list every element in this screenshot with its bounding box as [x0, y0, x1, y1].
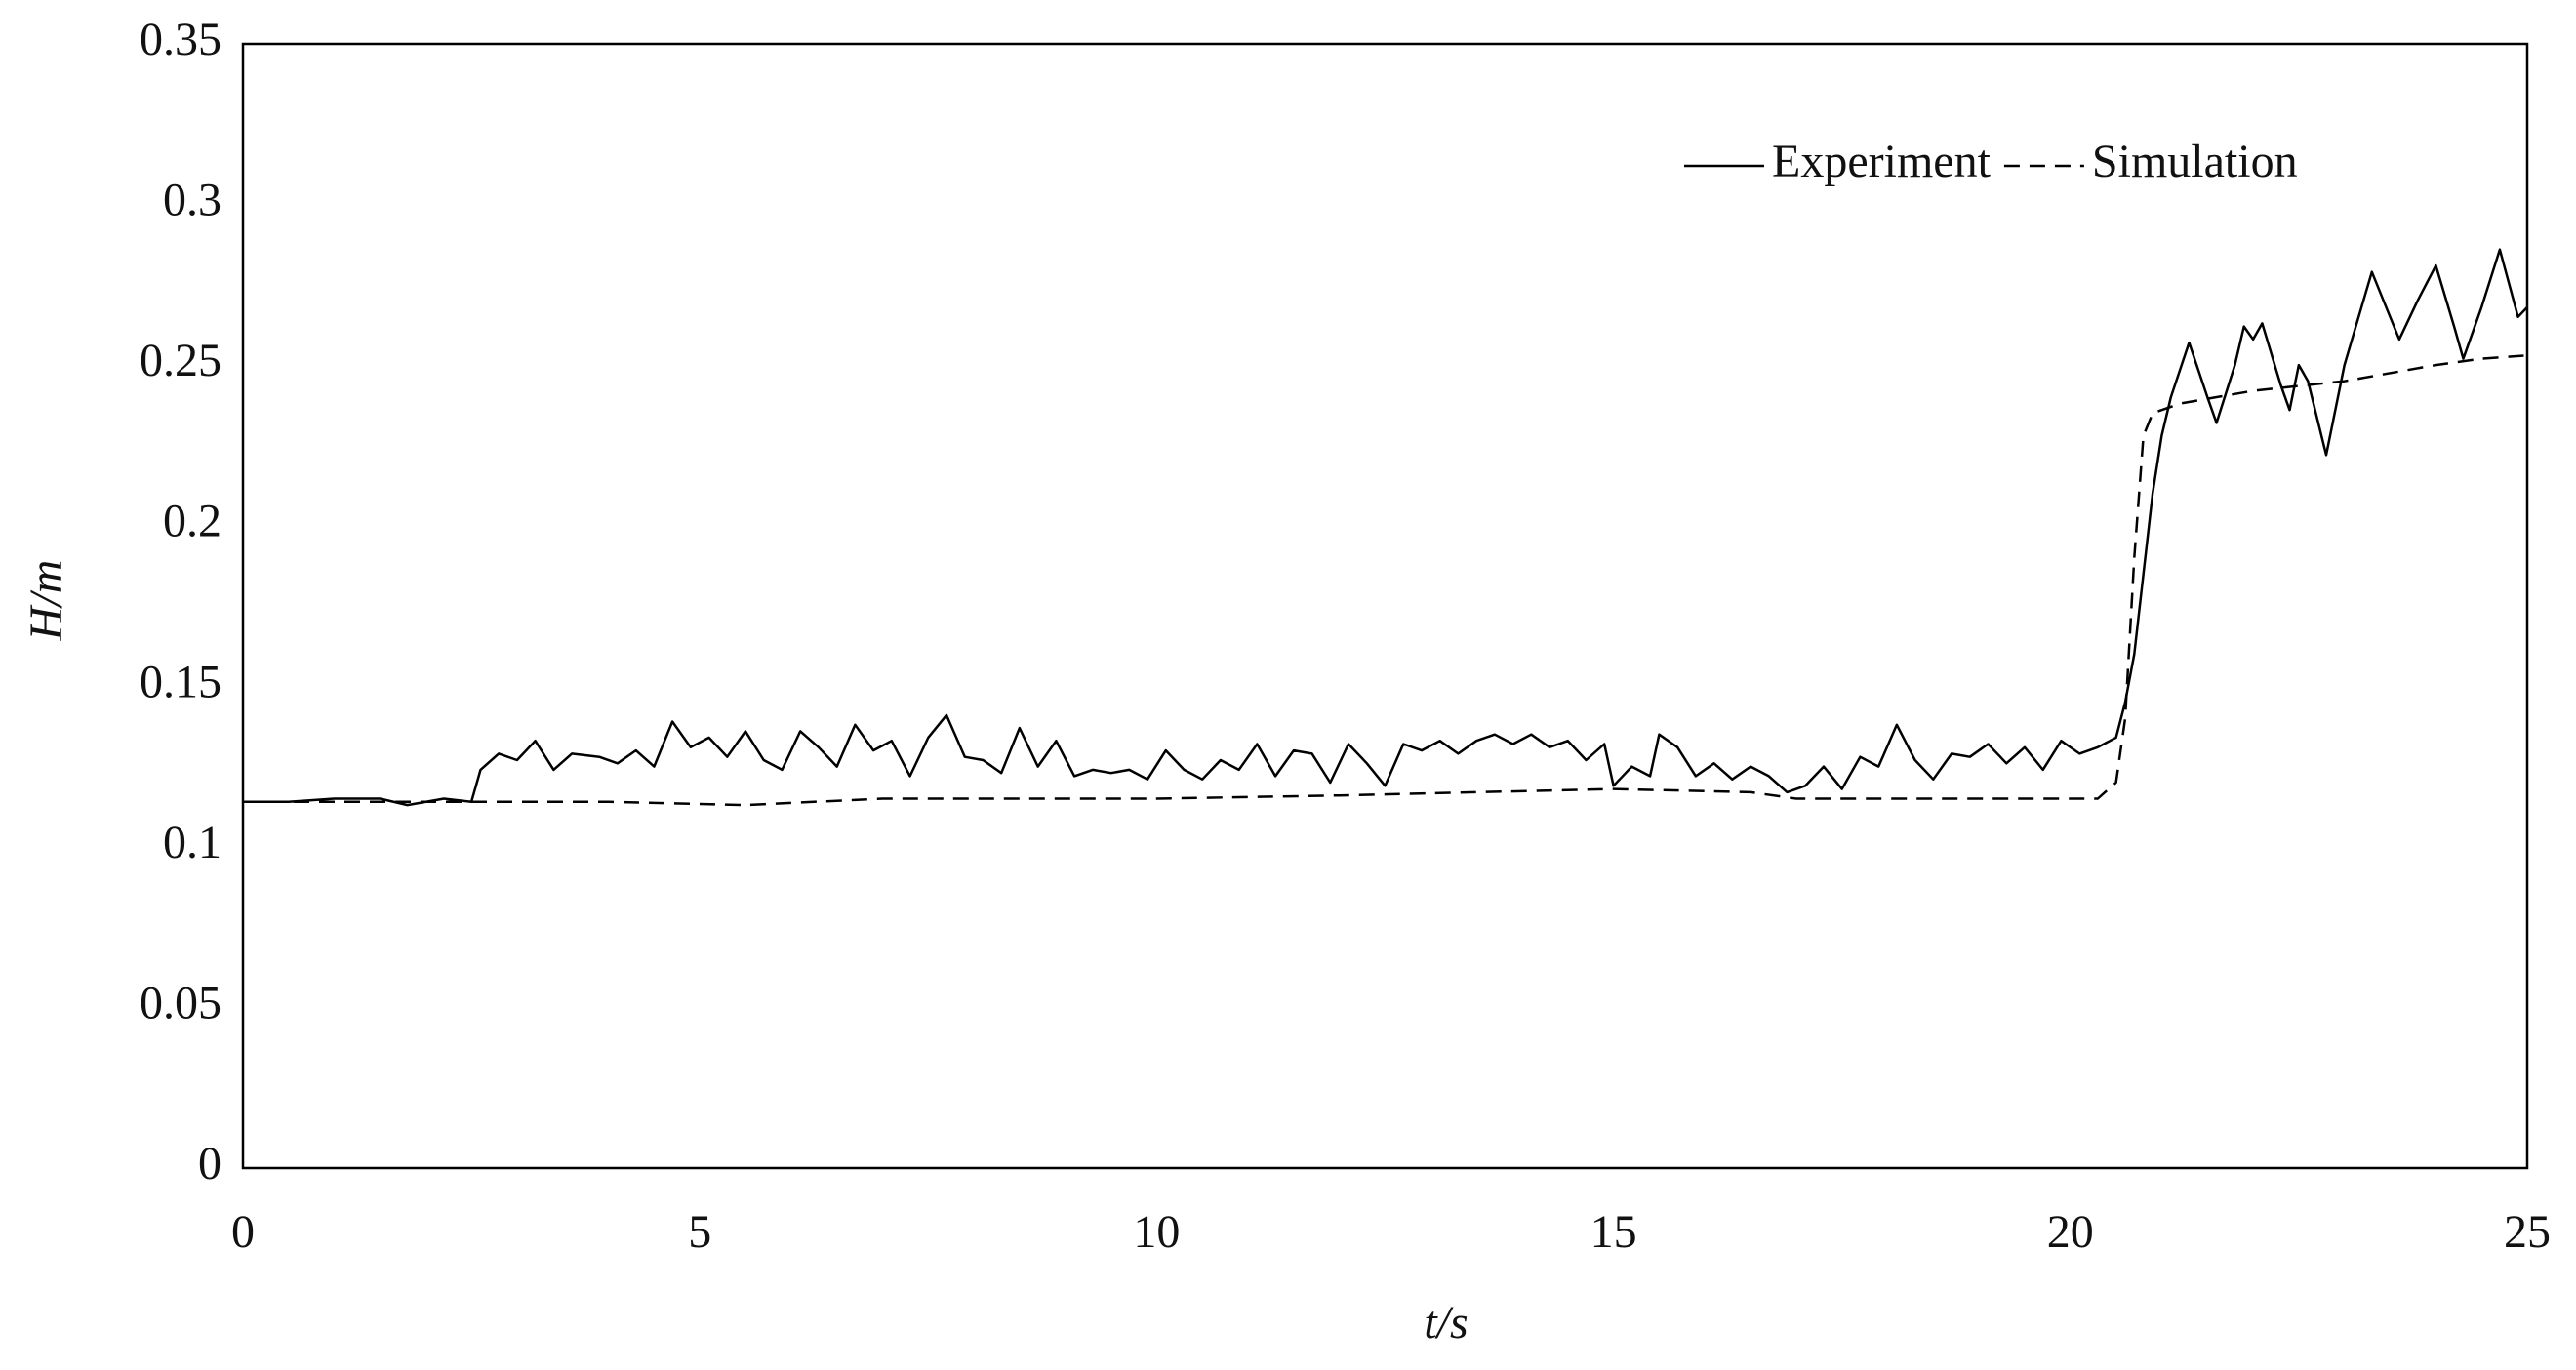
x-tick-label: 25 — [2504, 1206, 2551, 1258]
legend-label: Experiment — [1772, 136, 1992, 187]
legend-label: Simulation — [2092, 136, 2298, 187]
x-tick-label: 5 — [688, 1206, 711, 1258]
x-tick-label: 15 — [1590, 1206, 1637, 1258]
x-tick-label: 10 — [1133, 1206, 1180, 1258]
y-tick-label: 0.15 — [140, 656, 221, 707]
y-tick-label: 0.1 — [163, 817, 221, 868]
y-tick-label: 0.05 — [140, 977, 221, 1028]
y-axis-label: H/m — [20, 560, 72, 642]
data-line — [243, 354, 2528, 807]
data-line — [243, 248, 2528, 807]
plot-frame — [241, 42, 2529, 1170]
y-tick-label: 0.2 — [163, 496, 221, 547]
x-axis-label: t/s — [1424, 1297, 1468, 1349]
x-tick-label: 0 — [231, 1206, 255, 1258]
x-tick-label: 20 — [2047, 1206, 2094, 1258]
y-tick-label: 0.25 — [140, 335, 221, 386]
y-tick-label: 0 — [198, 1138, 221, 1189]
y-tick-label: 0.35 — [140, 14, 221, 65]
y-tick-label: 0.3 — [163, 175, 221, 226]
